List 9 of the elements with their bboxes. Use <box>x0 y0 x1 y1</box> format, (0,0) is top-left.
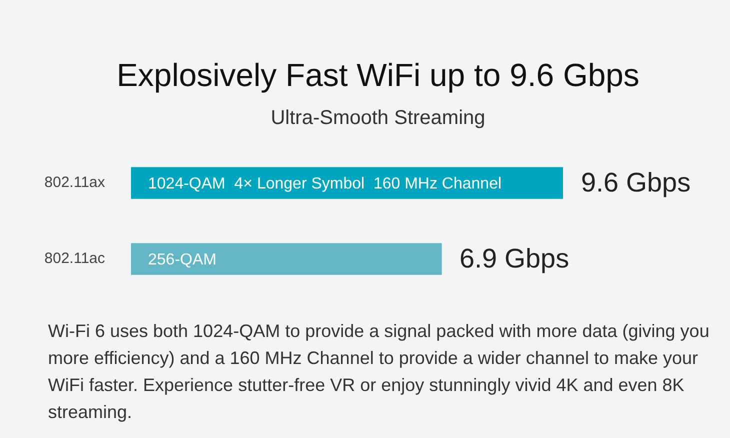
annotation: 1024-QAM 4× Longer Symbol 160 MHz Channel <box>148 175 502 192</box>
y-tick-label: 802.11ac <box>44 250 106 268</box>
y-tick-label: 802.11ax <box>44 174 106 192</box>
data-label: 9.6 Gbps <box>581 167 691 198</box>
annotation: 256-QAM <box>148 251 216 268</box>
chart-title: Explosively Fast WiFi up to 9.6 Gbps <box>116 57 640 93</box>
text: Wi-Fi 6 uses both 1024-QAM to provide a signal packed with more data (giving you more efficiency) and a 160 MHz Channel to provide a wider channel to make your WiFi faster. Experience stutter-free VR or enjoy stunningly vivid 4K and even 8K streaming. <box>48 320 710 424</box>
data-label: 6.9 Gbps <box>460 243 570 274</box>
chart-subtitle: Ultra-Smooth Streaming <box>270 107 486 129</box>
